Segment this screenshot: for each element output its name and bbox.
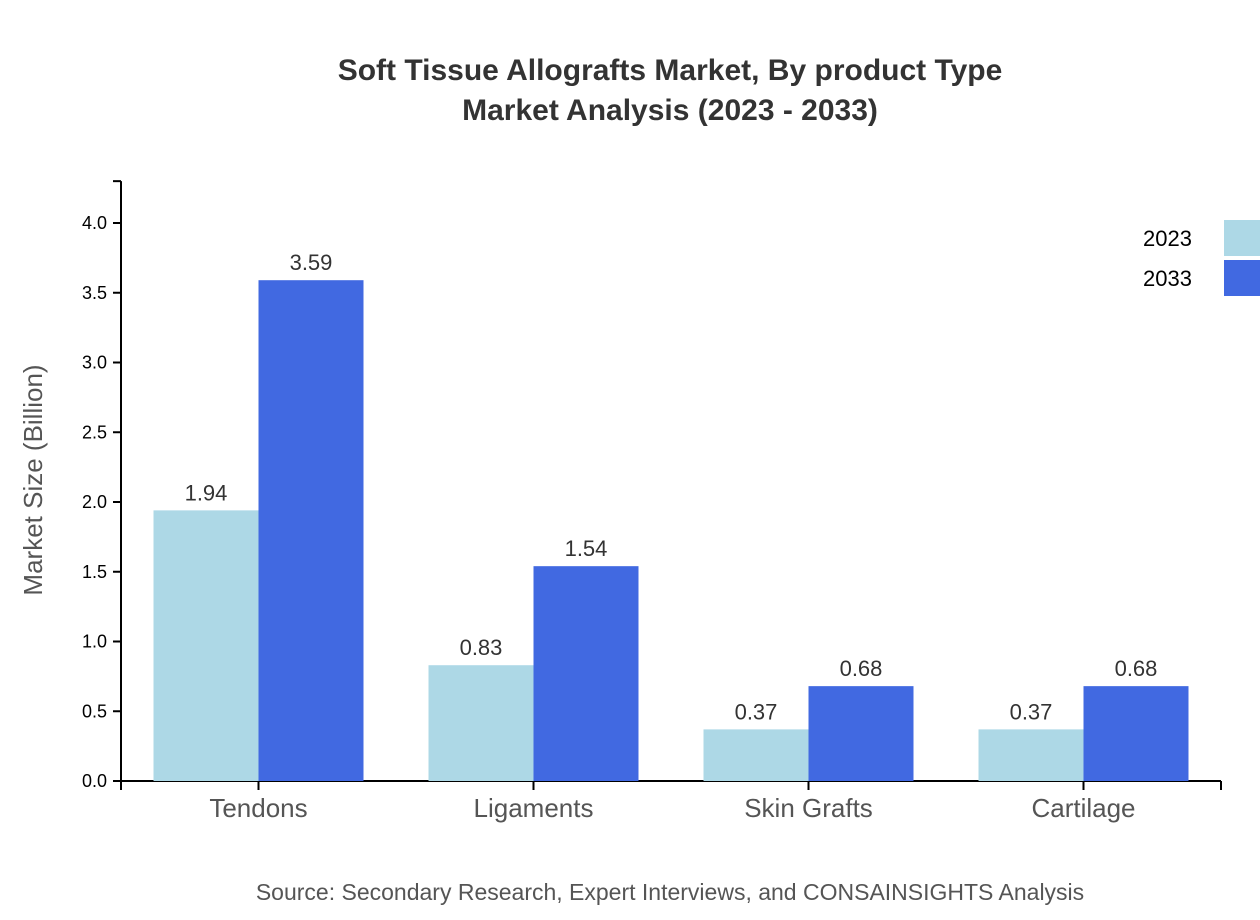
y-tick-label: 1.0: [82, 632, 107, 652]
y-tick-label: 2.0: [82, 492, 107, 512]
bar-2033: [808, 686, 914, 781]
data-label: 3.59: [290, 250, 333, 275]
data-label: 0.68: [840, 656, 883, 681]
legend-swatch: [1224, 260, 1260, 296]
data-label: 0.68: [1115, 656, 1158, 681]
x-tick-label: Ligaments: [474, 793, 594, 823]
bar-2023: [153, 510, 259, 781]
data-label: 0.37: [1010, 699, 1053, 724]
chart-title: Soft Tissue Allografts Market, By produc…: [338, 54, 1003, 87]
bar-2033: [258, 280, 364, 781]
y-tick-label: 2.5: [82, 422, 107, 442]
data-label: 1.54: [565, 536, 608, 561]
source-note: Source: Secondary Research, Expert Inter…: [256, 879, 1084, 905]
y-tick-label: 3.0: [82, 353, 107, 373]
y-tick-label: 1.5: [82, 562, 107, 582]
legend-swatch: [1224, 220, 1260, 256]
data-label: 1.94: [185, 480, 228, 505]
bar-2033: [533, 566, 639, 781]
y-tick-label: 0.0: [82, 771, 107, 791]
y-tick-label: 3.5: [82, 283, 107, 303]
data-label: 0.83: [460, 635, 503, 660]
legend-label: 2033: [1143, 266, 1192, 291]
legend-label: 2023: [1143, 226, 1192, 251]
bar-2023: [703, 729, 809, 781]
data-label: 0.37: [735, 699, 778, 724]
x-tick-label: Tendons: [209, 793, 307, 823]
bar-2033: [1083, 686, 1189, 781]
x-tick-label: Skin Grafts: [744, 793, 873, 823]
bar-2023: [428, 665, 534, 781]
y-axis-label: Market Size (Billion): [18, 364, 48, 595]
y-tick-label: 4.0: [82, 213, 107, 233]
y-tick-label: 0.5: [82, 701, 107, 721]
chart-subtitle: Market Analysis (2023 - 2033): [462, 94, 878, 127]
bar-2023: [978, 729, 1084, 781]
x-tick-label: Cartilage: [1031, 793, 1135, 823]
